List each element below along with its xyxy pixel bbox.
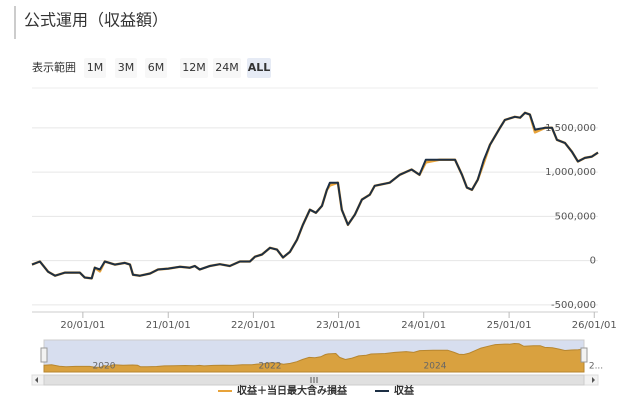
range-label: 表示範囲 bbox=[32, 60, 76, 74]
range-button-label[interactable]: 3M bbox=[118, 61, 135, 74]
y-tick-label: -500,000 bbox=[551, 300, 596, 311]
navigator-label: 2024 bbox=[424, 362, 447, 372]
x-tick-label: 26/01/01 bbox=[572, 320, 617, 331]
range-button[interactable] bbox=[84, 58, 106, 78]
y-tick-label: 1,000,000 bbox=[545, 167, 596, 178]
navigator-handle[interactable] bbox=[40, 347, 48, 363]
range-button-label[interactable]: 24M bbox=[215, 61, 239, 74]
x-tick-label: 23/01/01 bbox=[316, 320, 361, 331]
range-button-label[interactable]: 12M bbox=[182, 61, 206, 74]
series-line bbox=[31, 111, 599, 280]
x-tick-label: 20/01/01 bbox=[60, 320, 105, 331]
legend-label[interactable]: 収益 bbox=[394, 384, 415, 397]
navigator-label: 2... bbox=[589, 362, 603, 372]
range-button-label[interactable]: 1M bbox=[87, 61, 104, 74]
navigator-label: 2020 bbox=[93, 362, 116, 372]
range-button[interactable] bbox=[115, 58, 137, 78]
x-tick-label: 22/01/01 bbox=[231, 320, 276, 331]
scroll-right[interactable] bbox=[592, 377, 595, 383]
x-tick-label: 21/01/01 bbox=[146, 320, 191, 331]
y-tick-label: 0 bbox=[590, 256, 596, 267]
title-bar bbox=[14, 6, 16, 39]
navigator-label: 2022 bbox=[259, 362, 282, 372]
series-line bbox=[31, 111, 599, 280]
scroll-left[interactable] bbox=[35, 377, 38, 383]
x-tick-label: 24/01/01 bbox=[401, 320, 446, 331]
range-button[interactable] bbox=[213, 58, 241, 78]
y-tick-label: 1,500,000 bbox=[545, 123, 596, 134]
range-button-label[interactable]: 6M bbox=[148, 61, 165, 74]
x-tick-label: 25/01/01 bbox=[487, 320, 532, 331]
navigator-area bbox=[43, 342, 585, 373]
y-tick-label: 500,000 bbox=[555, 211, 596, 222]
navigator-handle[interactable] bbox=[580, 347, 588, 363]
range-button-label[interactable]: ALL bbox=[248, 61, 271, 74]
page-title: 公式運用（収益額） bbox=[24, 11, 168, 30]
range-button[interactable] bbox=[247, 58, 271, 78]
legend-label[interactable]: 収益＋当日最大含み損益 bbox=[237, 384, 348, 397]
range-button[interactable] bbox=[180, 58, 208, 78]
range-button[interactable] bbox=[145, 58, 167, 78]
